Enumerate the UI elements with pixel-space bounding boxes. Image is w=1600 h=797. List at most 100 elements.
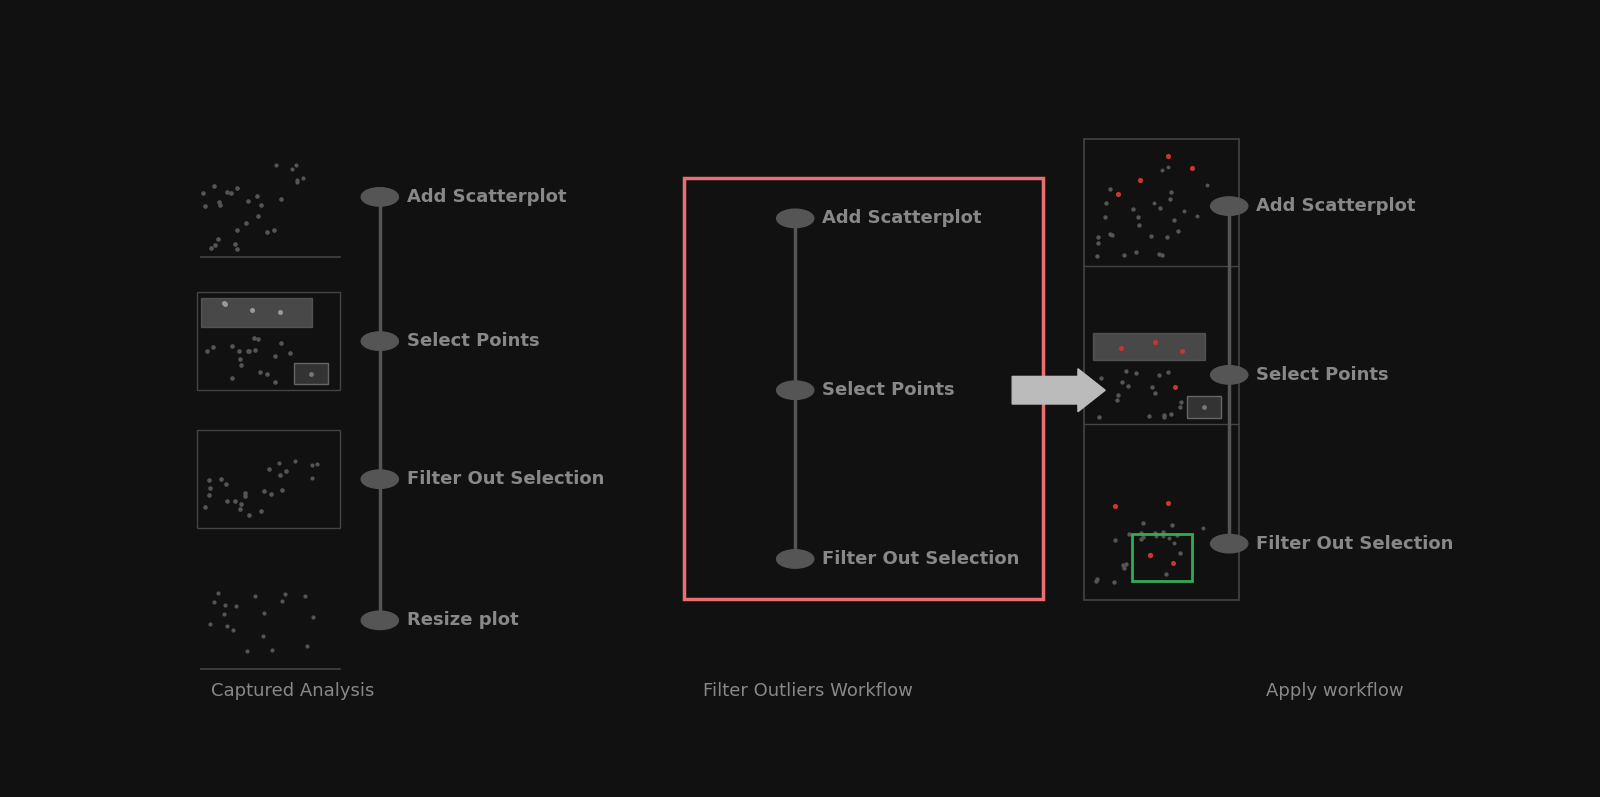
Point: [272, 588, 298, 601]
Point: [1150, 530, 1176, 543]
Point: [229, 498, 254, 511]
Bar: [294, 363, 328, 384]
Circle shape: [776, 550, 814, 568]
Point: [298, 367, 323, 380]
Point: [1098, 227, 1123, 240]
Point: [258, 488, 283, 501]
Circle shape: [362, 188, 398, 206]
Point: [197, 473, 222, 486]
Point: [198, 618, 224, 630]
Point: [1086, 411, 1112, 424]
Point: [1142, 387, 1168, 399]
Point: [304, 457, 330, 470]
Point: [214, 620, 240, 633]
Point: [197, 482, 222, 495]
Point: [1109, 375, 1134, 388]
Point: [1155, 150, 1181, 163]
Circle shape: [1211, 366, 1248, 384]
Text: Add Scatterplot: Add Scatterplot: [406, 188, 566, 206]
Point: [227, 344, 253, 357]
Text: Resize plot: Resize plot: [406, 611, 518, 630]
Point: [213, 297, 238, 310]
Bar: [197, 430, 339, 528]
Point: [192, 501, 218, 513]
Point: [1085, 249, 1110, 262]
Point: [1162, 214, 1187, 226]
Text: Filter Out Selection: Filter Out Selection: [406, 470, 605, 489]
Point: [227, 503, 253, 516]
Point: [1125, 210, 1150, 223]
Point: [200, 595, 226, 608]
Text: Add Scatterplot: Add Scatterplot: [822, 210, 982, 227]
Point: [234, 217, 259, 230]
Point: [211, 599, 237, 611]
Point: [262, 159, 288, 171]
Point: [1130, 530, 1155, 543]
Point: [1170, 344, 1195, 357]
Point: [246, 366, 272, 379]
Point: [1110, 562, 1136, 575]
Point: [251, 630, 277, 642]
Text: Select Points: Select Points: [406, 332, 539, 350]
Point: [269, 484, 294, 497]
Text: Select Points: Select Points: [1256, 366, 1389, 384]
Point: [299, 471, 325, 484]
Point: [214, 495, 240, 508]
Point: [254, 367, 280, 380]
Point: [1115, 379, 1141, 392]
Point: [198, 241, 224, 254]
Text: Apply workflow: Apply workflow: [1266, 682, 1403, 700]
Point: [1123, 245, 1149, 258]
Point: [1155, 160, 1181, 173]
Point: [1165, 225, 1190, 238]
Point: [1102, 533, 1128, 546]
Point: [232, 486, 258, 499]
Text: Filter Outliers Workflow: Filter Outliers Workflow: [702, 682, 912, 700]
Point: [290, 172, 315, 185]
Point: [1150, 526, 1176, 539]
Point: [1085, 236, 1110, 249]
Point: [293, 590, 318, 603]
Point: [1166, 547, 1192, 559]
Point: [218, 186, 243, 199]
Point: [282, 455, 307, 468]
FancyArrow shape: [1013, 369, 1106, 412]
Point: [240, 304, 266, 316]
Point: [214, 186, 240, 198]
Point: [235, 508, 261, 521]
Point: [1128, 527, 1154, 540]
Point: [206, 587, 232, 599]
Point: [1138, 548, 1163, 561]
Point: [1165, 528, 1190, 541]
Point: [1158, 408, 1184, 421]
Point: [299, 459, 325, 472]
Point: [202, 238, 227, 251]
Point: [1150, 408, 1176, 421]
Point: [1110, 249, 1136, 261]
Point: [224, 599, 250, 612]
Point: [251, 485, 277, 497]
Circle shape: [362, 470, 398, 489]
Point: [1106, 188, 1131, 201]
Point: [1160, 556, 1186, 569]
Point: [227, 352, 253, 365]
Point: [1155, 230, 1181, 243]
Point: [1163, 380, 1189, 393]
Point: [222, 495, 248, 508]
Point: [251, 607, 277, 620]
Point: [1141, 196, 1166, 209]
Point: [192, 199, 218, 212]
Point: [222, 238, 248, 250]
Point: [205, 233, 230, 245]
Point: [1098, 183, 1123, 195]
Point: [1101, 575, 1126, 588]
Bar: [1093, 332, 1205, 360]
Point: [1120, 202, 1146, 215]
Point: [206, 195, 232, 208]
Point: [1158, 518, 1184, 531]
Circle shape: [362, 332, 398, 351]
Circle shape: [1211, 197, 1248, 215]
Text: Add Scatterplot: Add Scatterplot: [1256, 197, 1416, 215]
Point: [237, 344, 262, 357]
Bar: [197, 292, 339, 391]
